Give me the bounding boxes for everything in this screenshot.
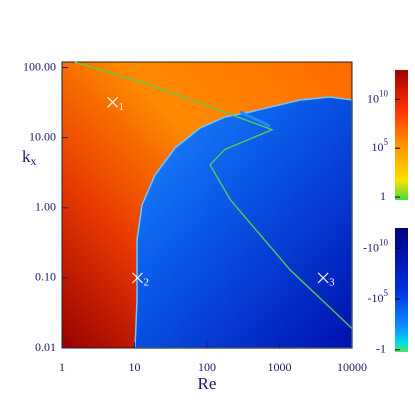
x-tick-label: 1000: [268, 360, 292, 374]
y-tick-label: 0.10: [35, 270, 56, 284]
colorbar-tick-label: -1: [376, 341, 386, 355]
x-tick-label: 10000: [337, 360, 367, 374]
colorbar-tick-exp: 10: [379, 237, 389, 247]
negative-spike: [239, 110, 271, 128]
x-tick-label: 10: [129, 360, 141, 374]
colorbar-tick-base: 10: [372, 140, 384, 154]
y-axis-label-main: k: [22, 147, 31, 166]
colorbar-tick-exp: 5: [384, 137, 389, 147]
marker: [107, 96, 119, 108]
colorbar-tick-label: 105: [372, 137, 389, 154]
colorbar-tick-label: -1010: [363, 237, 389, 254]
y-tick-label: 0.01: [35, 340, 56, 354]
colorbar-tick-base: -10: [363, 240, 379, 254]
y-tick-label: 1.00: [35, 200, 56, 214]
negative-region: [134, 96, 353, 349]
curve: [74, 61, 353, 329]
marker-label: 3: [329, 276, 335, 288]
colorbar-tick-exp: 5: [384, 288, 389, 298]
marker-label: 1: [119, 101, 125, 113]
marker-label: 2: [144, 276, 150, 288]
x-tick-label: 100: [198, 360, 216, 374]
colorbar-tick-base: -10: [368, 291, 384, 305]
x-axis-label: Re: [198, 374, 217, 393]
colorbar-tick-exp: 10: [379, 88, 389, 98]
colorbar-tick-label: 1010: [367, 88, 389, 105]
marker: [132, 272, 143, 284]
colorbar-negative: [395, 228, 408, 352]
y-axis-label-sub: x: [31, 154, 37, 168]
colorbar-positive: [395, 70, 408, 200]
y-tick-label: 10.00: [29, 129, 56, 143]
colorbar-tick-base: 10: [367, 91, 379, 105]
colorbar-tick-label: -105: [368, 288, 389, 305]
marker: [317, 272, 329, 284]
x-tick-label: 1: [59, 360, 65, 374]
y-axis-label: kx: [22, 147, 37, 168]
colorbar-tick-label: 1: [380, 189, 386, 203]
y-tick-label: 100.00: [23, 59, 56, 73]
